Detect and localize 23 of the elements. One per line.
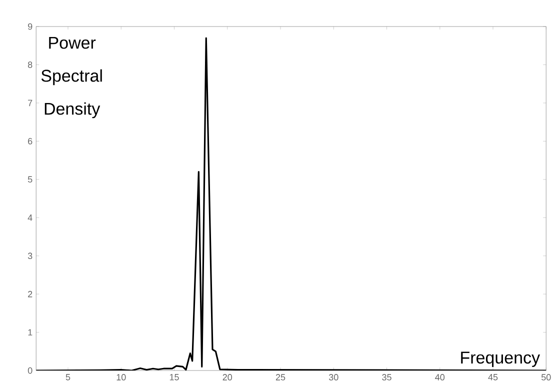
y-tick-label: 0 [28,367,32,374]
x-tick-label: 20 [222,374,232,380]
y-tick-label: 9 [28,23,32,30]
y-tick-label: 7 [28,100,32,106]
x-tick-label: 30 [328,374,338,380]
y-tick-label: 2 [28,290,32,298]
y-tick-label: 3 [28,252,32,260]
x-tick-label: 15 [170,374,179,380]
x-tick-label: 50 [541,374,551,380]
y-tick-label: 6 [28,138,32,144]
line-series [36,37,546,371]
x-axis-title: Frequency [461,352,540,367]
y-tick-label: 5 [28,176,32,183]
x-tick-label: 40 [435,374,445,380]
x-tick-label: 10 [116,374,126,380]
x-tick-label: 5 [66,374,70,380]
x-tick-label: 25 [276,374,286,380]
x-tick-label: 35 [382,374,392,380]
x-tick-label: 45 [488,374,498,380]
y-tick-label: 4 [28,214,32,221]
y-tick-label: 8 [28,62,32,68]
text: Power Spectral Density [41,36,102,118]
y-tick-label: 1 [28,329,32,336]
